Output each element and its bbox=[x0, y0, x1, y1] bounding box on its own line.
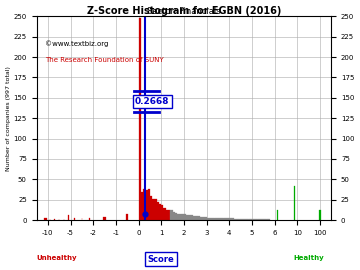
Text: Unhealthy: Unhealthy bbox=[37, 255, 77, 261]
Text: ©www.textbiz.org: ©www.textbiz.org bbox=[45, 41, 109, 48]
Bar bbox=[319, 210, 321, 220]
Bar bbox=[265, 219, 268, 220]
Bar bbox=[191, 215, 193, 220]
Text: Sector: Financials: Sector: Financials bbox=[147, 7, 221, 16]
Bar bbox=[256, 219, 259, 220]
Title: Z-Score Histogram for EGBN (2016): Z-Score Histogram for EGBN (2016) bbox=[87, 6, 281, 16]
Bar bbox=[163, 208, 166, 220]
Bar bbox=[243, 219, 245, 220]
Bar bbox=[143, 189, 145, 220]
Bar bbox=[103, 217, 106, 220]
Bar bbox=[63, 219, 64, 220]
Bar bbox=[54, 219, 55, 220]
Bar bbox=[240, 219, 243, 220]
Bar bbox=[159, 204, 161, 220]
Bar bbox=[220, 218, 222, 220]
Bar bbox=[202, 217, 204, 220]
Bar bbox=[154, 199, 157, 220]
Bar bbox=[222, 218, 225, 220]
Bar bbox=[218, 218, 220, 220]
Y-axis label: Number of companies (997 total): Number of companies (997 total) bbox=[5, 66, 10, 171]
Bar bbox=[200, 217, 202, 220]
Bar bbox=[152, 199, 154, 220]
Bar bbox=[211, 218, 213, 220]
Bar bbox=[268, 219, 270, 220]
Bar bbox=[145, 190, 148, 220]
Bar bbox=[148, 189, 150, 220]
Bar bbox=[195, 216, 198, 220]
Bar bbox=[161, 205, 163, 220]
Bar bbox=[261, 219, 263, 220]
Bar bbox=[254, 219, 256, 220]
Bar bbox=[89, 218, 90, 220]
Bar bbox=[236, 219, 238, 220]
Bar bbox=[234, 219, 236, 220]
Bar bbox=[175, 213, 177, 220]
Bar bbox=[294, 186, 295, 220]
Bar bbox=[213, 218, 216, 220]
Text: The Research Foundation of SUNY: The Research Foundation of SUNY bbox=[45, 57, 164, 63]
Text: Score: Score bbox=[148, 255, 175, 264]
Bar bbox=[45, 218, 47, 220]
Bar bbox=[186, 215, 188, 220]
Bar bbox=[238, 219, 240, 220]
Text: 0.2668: 0.2668 bbox=[135, 97, 170, 106]
Text: Healthy: Healthy bbox=[293, 255, 324, 261]
Bar bbox=[227, 218, 229, 220]
Bar bbox=[245, 219, 247, 220]
Bar bbox=[231, 218, 234, 220]
Bar bbox=[157, 202, 159, 220]
Bar bbox=[193, 216, 195, 220]
Bar bbox=[170, 210, 172, 220]
Bar bbox=[263, 219, 265, 220]
Bar bbox=[182, 214, 184, 220]
Bar bbox=[172, 212, 175, 220]
Bar bbox=[139, 18, 141, 220]
Bar bbox=[81, 218, 82, 220]
Bar bbox=[126, 214, 129, 220]
Bar bbox=[249, 219, 252, 220]
Bar bbox=[204, 217, 207, 220]
Bar bbox=[207, 218, 209, 220]
Bar bbox=[252, 219, 254, 220]
Bar bbox=[179, 214, 182, 220]
Bar bbox=[225, 218, 227, 220]
Bar bbox=[141, 192, 143, 220]
Bar bbox=[166, 210, 168, 220]
Bar bbox=[168, 210, 170, 220]
Bar bbox=[277, 210, 278, 220]
Bar bbox=[177, 214, 179, 220]
Bar bbox=[247, 219, 249, 220]
Bar bbox=[198, 216, 200, 220]
Bar bbox=[150, 196, 152, 220]
Bar bbox=[216, 218, 218, 220]
Bar bbox=[209, 218, 211, 220]
Bar bbox=[188, 215, 191, 220]
Bar bbox=[259, 219, 261, 220]
Bar bbox=[184, 214, 186, 220]
Bar bbox=[229, 218, 231, 220]
Bar bbox=[74, 218, 75, 220]
